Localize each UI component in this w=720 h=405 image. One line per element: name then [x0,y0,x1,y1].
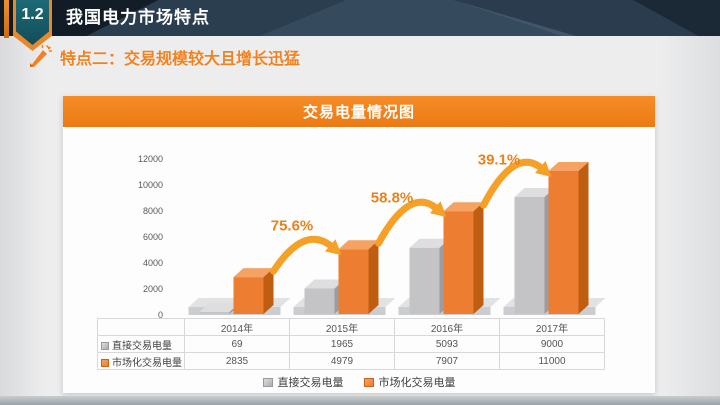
legend-item: 直接交易电量 [262,374,344,390]
series-orange-icon [101,358,109,367]
value-cell: 69 [184,335,290,353]
bar [443,211,474,314]
y-axis-tick: 12000 [137,154,163,164]
floor-front [503,307,596,315]
y-axis-tick: 4000 [142,258,163,268]
data-table: 2014年 2015年 2016年 2017年 直接交易电量 69 1965 5… [97,318,605,370]
growth-arrowhead [324,239,342,256]
floor-top [293,298,396,307]
value-cell: 4979 [289,352,395,370]
growth-arrowhead [534,161,552,177]
growth-label: 75.6% [270,217,314,235]
floor-top [503,298,606,307]
bar [199,312,230,314]
chart-card: 交易电量情况图 12000 10000 8000 6000 4000 2000 … [63,96,655,393]
y-axis-tick: 10000 [137,180,163,190]
y-axis-tick: 0 [157,310,163,320]
growth-label: 58.8% [370,189,414,207]
section-badge: 1.2 [13,0,52,51]
growth-arrow [270,235,336,275]
floor-front [398,307,491,315]
row-label: 直接交易电量 [97,335,185,353]
bar-side-face [578,162,589,314]
growth-label: 39.1% [477,151,521,169]
growth-arrow [480,158,546,209]
table-row: 市场化交易电量 2835 4979 7907 11000 [97,352,605,370]
bar [338,249,369,314]
value-cell: 1965 [289,335,395,353]
badge-stripe [4,0,9,38]
bar-side-face [368,240,379,314]
subtitle-row: 特点二：交易规模较大且增长迅猛 [26,44,300,70]
page-title: 我国电力市场特点 [66,8,210,27]
growth-arrow [375,198,441,247]
bar-top-face [304,279,345,289]
bar-side-face [334,279,345,314]
chart-card-header: 交易电量情况图 [63,96,655,127]
bar-top-face [548,162,589,171]
value-cell: 7907 [394,352,500,370]
y-axis-tick: 8000 [142,206,163,216]
chart-title: 交易电量情况图 [302,104,415,121]
legend-item: 市场化交易电量 [363,374,456,390]
series-gray-icon [101,341,109,350]
bar [548,171,579,314]
row-label-text: 市场化交易电量 [112,357,182,369]
chart-legend: 直接交易电量 市场化交易电量 [63,374,655,390]
bar-side-face [439,238,450,314]
bar-top-face [199,303,240,312]
bar-top-face [409,238,450,248]
row-label: 市场化交易电量 [97,352,185,370]
bar-side-face [229,303,240,314]
bar [233,277,264,314]
value-cell: 5093 [394,335,500,353]
floor-front [293,307,386,315]
row-label-text: 直接交易电量 [112,340,172,352]
value-cell: 11000 [499,352,605,370]
floor-front [188,307,281,315]
bar [304,288,335,314]
bar-top-face [443,202,484,212]
table-row: 直接交易电量 69 1965 5093 9000 [97,335,605,353]
table-corner-cell [97,318,185,336]
y-axis-tick: 6000 [142,232,163,242]
floor-top [188,298,291,307]
value-cell: 9000 [499,335,605,353]
floor-top [398,298,501,307]
bar-top-face [233,268,274,278]
legend-orange-swatch-icon [363,377,374,387]
y-axis-tick: 2000 [142,284,163,294]
bar [409,247,440,314]
table-header-row: 2014年 2015年 2016年 2017年 [97,318,605,336]
bar-top-face [338,240,379,250]
bar-top-face [514,188,555,197]
growth-arrowhead [429,201,447,218]
table-header-cell: 2015年 [289,318,395,336]
bar-side-face [544,188,555,314]
table-header-cell: 2016年 [394,318,500,336]
bar [514,197,545,314]
topbar: 我国电力市场特点 [0,0,720,36]
section-badge-number: 1.2 [16,0,49,45]
value-cell: 2835 [184,352,290,370]
table-header-cell: 2017年 [499,318,605,336]
legend-label: 直接交易电量 [277,377,344,389]
table-header-cell: 2014年 [184,318,290,336]
legend-gray-swatch-icon [262,377,273,387]
bar-side-face [263,268,274,314]
bottom-strip [0,396,720,405]
bar-side-face [473,202,484,314]
legend-label: 市场化交易电量 [378,377,456,389]
subtitle-text: 特点二：交易规模较大且增长迅猛 [60,51,301,68]
magic-wand-icon [30,44,52,67]
